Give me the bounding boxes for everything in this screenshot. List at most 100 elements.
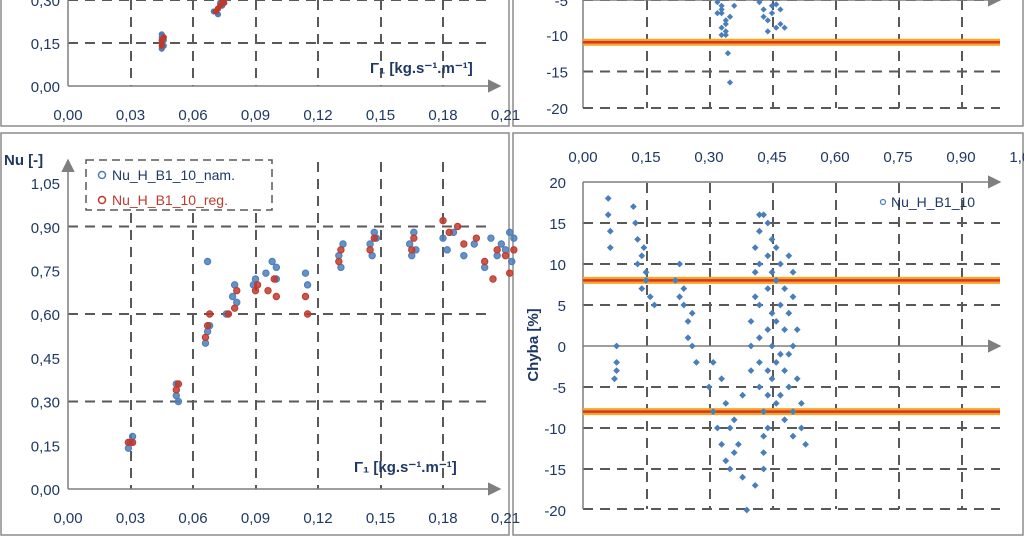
- point-s0-3: [718, 24, 725, 31]
- point-s0-0: [604, 195, 612, 202]
- point-s0-3: [606, 244, 614, 251]
- point-s0-6: [611, 375, 618, 383]
- point-s0-86: [785, 309, 793, 317]
- point-s1-3: [158, 37, 165, 44]
- panel-frame-bottom-left: [0, 132, 510, 536]
- point-s0-60: [760, 449, 767, 456]
- point-s1-8: [214, 5, 222, 12]
- point-s0-23: [684, 334, 692, 342]
- point-s0-49: [751, 268, 759, 276]
- y-tick-1: 15: [549, 216, 566, 233]
- ylabel-bottom-right: Chyba [%]: [525, 308, 542, 381]
- point-s0-7: [613, 359, 620, 366]
- point-s0-56: [756, 359, 763, 366]
- point-s0-27: [680, 285, 688, 292]
- x-tick-6: 0,90: [946, 149, 975, 166]
- point-s0-1: [604, 211, 612, 219]
- y-tick-1: 0,15: [31, 438, 60, 455]
- point-s0-16: [262, 269, 270, 277]
- point-s0-54: [756, 301, 763, 309]
- y-tick-2: -15: [546, 65, 568, 82]
- x-tick-0: 0,00: [53, 107, 82, 124]
- point-s0-71: [768, 342, 776, 350]
- chart-bottom-left: 0,00 0,15 0,30 0,45 0,60 0,75 0,90 1,05 0,00 0,03…: [31, 158, 520, 527]
- point-s0-5: [613, 367, 620, 374]
- y-tick-4: 0: [558, 339, 566, 356]
- y-tick-0: 0,00: [31, 482, 60, 499]
- point-s1-6: [205, 310, 214, 318]
- point-s0-21: [680, 301, 688, 309]
- ylabel-bottom-left: Nu [-]: [4, 152, 43, 169]
- y-tick-1: 0,15: [31, 36, 60, 53]
- legend-label-nam: Nu_H_B1_10_nam.: [112, 167, 235, 183]
- point-s0-81: [777, 391, 784, 399]
- point-s0-31: [714, 424, 721, 432]
- point-s0-10: [634, 236, 641, 243]
- x-tick-6: 0,18: [428, 510, 457, 527]
- y-tick-3: 0,45: [31, 351, 60, 368]
- x-tick-0: 0,00: [53, 510, 82, 527]
- x-tick-1: 0,03: [116, 107, 145, 124]
- point-s1-11: [253, 281, 262, 289]
- point-s0-88: [785, 383, 793, 391]
- legend-bottom-right: Nu_H_B1_10: [879, 194, 975, 210]
- point-s0-57: [756, 383, 763, 391]
- point-s0-47: [747, 318, 755, 325]
- point-s0-53: [756, 260, 763, 268]
- chart-bottom-right: 20 15 10 5 0 -5 -10 -15 -20 0,00 0,15 0,30 0,45 0,60 0…: [544, 149, 1024, 520]
- point-s1-1: [128, 438, 137, 447]
- point-s0-8: [203, 257, 212, 266]
- point-s0-67: [764, 219, 772, 227]
- point-s0-70: [768, 309, 776, 317]
- x-tick-1: 0,03: [116, 510, 145, 527]
- point-s0-72: [768, 375, 776, 383]
- y-tick-5: 0,75: [31, 264, 60, 281]
- point-s0-22: [764, 28, 771, 35]
- xlabel-bottom-left: Γ₁ [kg.s⁻¹.m⁻¹]: [354, 459, 457, 476]
- panel-frame-bottom-right: [512, 132, 1024, 536]
- point-s0-45: [510, 234, 518, 242]
- point-s0-37: [718, 375, 725, 383]
- point-s0-29: [705, 383, 713, 391]
- point-s1-29: [489, 275, 497, 283]
- point-s1-8: [230, 304, 239, 312]
- point-s1-24: [445, 228, 453, 237]
- point-s0-6: [722, 28, 729, 35]
- point-s0-11: [722, 20, 729, 28]
- y-tick-6: -10: [544, 421, 566, 438]
- point-s0-99: [785, 252, 793, 260]
- point-s0-16: [760, 6, 767, 13]
- x-tick-3: 0,09: [241, 107, 270, 124]
- point-s0-69: [768, 268, 776, 276]
- point-s1-7: [224, 310, 233, 318]
- point-s0-93: [793, 375, 801, 383]
- point-s0-94: [793, 326, 801, 333]
- point-s0-21: [303, 281, 312, 289]
- point-s0-97: [802, 441, 809, 448]
- point-s0-7: [724, 50, 732, 57]
- point-s0-58: [760, 408, 767, 415]
- point-s1-14: [272, 292, 281, 301]
- point-s0-68: [768, 236, 776, 243]
- point-s0-20: [301, 269, 310, 277]
- point-s0-26: [688, 309, 696, 317]
- point-s0-43: [505, 228, 514, 237]
- point-s1-9: [233, 286, 241, 295]
- x-tick-4: 0,60: [820, 149, 849, 166]
- point-s0-25: [777, 6, 784, 13]
- point-s0-34: [726, 465, 734, 473]
- point-s1-30: [493, 246, 501, 254]
- legend-label-error: Nu_H_B1_10: [891, 194, 975, 210]
- point-s0-12: [642, 268, 650, 276]
- point-s1-7: [219, 0, 226, 4]
- point-s0-18: [640, 244, 648, 251]
- point-s0-87: [785, 350, 793, 358]
- legend-marker-error: [879, 198, 887, 206]
- point-s0-11: [228, 292, 237, 301]
- panel-frame-top-left: [0, 0, 510, 127]
- point-s1-27: [472, 234, 481, 242]
- point-s1-19: [366, 246, 374, 254]
- point-s0-18: [272, 263, 281, 272]
- point-s1-23: [439, 216, 447, 225]
